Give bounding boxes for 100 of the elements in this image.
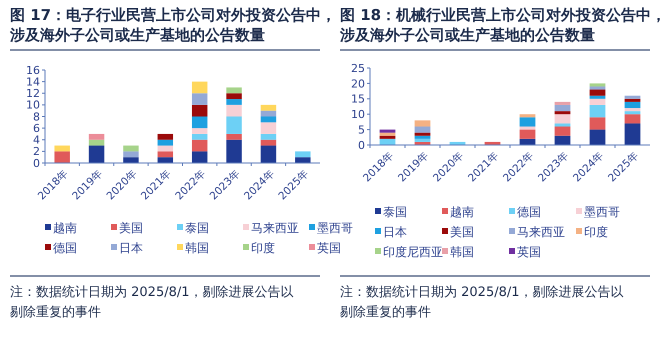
- legend-label: 日本: [119, 241, 143, 256]
- bar: [380, 136, 396, 139]
- bar: [624, 98, 640, 102]
- y-tick-label: 4: [33, 134, 40, 147]
- y-tick-label: 5: [358, 123, 365, 136]
- bar: [192, 82, 208, 94]
- bar: [226, 116, 242, 134]
- bar: [260, 134, 276, 140]
- bar: [554, 114, 570, 124]
- legend-label: 韩国: [185, 241, 209, 256]
- bar: [414, 138, 430, 142]
- bar: [260, 146, 276, 163]
- bar: [54, 151, 70, 163]
- bar: [590, 117, 606, 130]
- legend-label: 泰国: [185, 221, 209, 236]
- legend-label: 韩国: [450, 245, 474, 260]
- bar: [192, 134, 208, 140]
- bar: [520, 117, 536, 127]
- bar: [260, 140, 276, 146]
- text: 注：数据统计日期为 2025/8/1，剔除进展公告以剔除重复的事件: [10, 285, 294, 320]
- y-tick-label: 8: [33, 110, 40, 124]
- chart-title: 图 18：机械行业民营上市公司对外投资公告中，涉及海外子公司或生产基地的公告数量: [339, 6, 660, 44]
- bar: [192, 93, 208, 105]
- bar: [295, 157, 311, 163]
- bar: [260, 104, 276, 111]
- bar: [192, 128, 208, 134]
- bar: [554, 111, 570, 114]
- bar: [554, 104, 570, 112]
- bar: [158, 134, 174, 140]
- y-tick-label: 10: [26, 98, 40, 112]
- y-tick-label: 14: [26, 75, 40, 88]
- bar: [624, 123, 640, 145]
- legend-label: 墨西哥: [584, 205, 620, 220]
- bar: [590, 104, 606, 118]
- bar: [414, 120, 430, 127]
- legend-label: 越南: [450, 205, 474, 220]
- y-tick-label: 10: [351, 108, 365, 122]
- bar: [554, 102, 570, 105]
- bar: [590, 90, 606, 96]
- bar: [158, 146, 174, 152]
- legend-label: 德国: [53, 241, 77, 256]
- bar: [226, 87, 242, 94]
- y-tick-label: 25: [351, 62, 365, 75]
- bar: [590, 98, 606, 105]
- bar: [158, 157, 174, 163]
- bar: [520, 130, 536, 139]
- bar: [414, 132, 430, 136]
- y-tick-label: 15: [351, 92, 365, 106]
- bar: [554, 136, 570, 145]
- bar: [590, 83, 606, 86]
- legend-label: 马来西亚: [517, 225, 565, 240]
- bar: [520, 114, 536, 118]
- bar: [123, 151, 139, 158]
- bar: [624, 96, 640, 99]
- legend-label: 英国: [317, 241, 341, 256]
- legend-label: 美国: [119, 221, 143, 236]
- chart-title: 图 17：电子行业民营上市公司对外投资公告中，涉及海外子公司或生产基地的公告数量: [9, 6, 336, 44]
- bar: [414, 136, 430, 139]
- bar: [380, 132, 396, 136]
- bar: [590, 96, 606, 99]
- text: 注：数据统计日期为 2025/8/1，剔除进展公告以剔除重复的事件: [340, 285, 624, 320]
- y-tick-label: 6: [33, 122, 40, 135]
- bar: [226, 93, 242, 100]
- bar: [260, 110, 276, 116]
- legend-label: 印度尼西亚: [383, 245, 443, 260]
- bar: [624, 111, 640, 114]
- bar: [554, 123, 570, 127]
- y-tick-label: 16: [26, 64, 40, 77]
- legend-label: 美国: [450, 225, 474, 240]
- bar: [295, 151, 311, 158]
- legend-label: 英国: [517, 245, 541, 260]
- bar: [414, 126, 430, 133]
- bar: [380, 138, 396, 145]
- bar: [88, 146, 104, 163]
- bar: [260, 122, 276, 134]
- bar: [123, 146, 139, 152]
- y-tick-label: 2: [33, 145, 40, 158]
- bar: [192, 116, 208, 128]
- legend-label: 马来西亚: [251, 221, 299, 236]
- bar: [624, 102, 640, 108]
- legend-label: 印度: [251, 241, 275, 256]
- bar: [123, 157, 139, 163]
- bar: [226, 104, 242, 116]
- legend-label: 德国: [517, 205, 541, 220]
- bar: [590, 130, 606, 145]
- y-tick-label: 0: [358, 138, 365, 152]
- bar: [158, 151, 174, 158]
- legend-label: 越南: [53, 221, 77, 236]
- bar: [226, 134, 242, 140]
- bar: [158, 140, 174, 146]
- bar: [88, 134, 104, 140]
- bar: [624, 108, 640, 112]
- legend-label: 印度: [584, 225, 608, 240]
- bar: [624, 114, 640, 124]
- bar: [590, 86, 606, 90]
- bar: [380, 130, 396, 133]
- bar: [192, 151, 208, 163]
- bar: [260, 116, 276, 122]
- bar: [192, 104, 208, 116]
- bar: [226, 140, 242, 163]
